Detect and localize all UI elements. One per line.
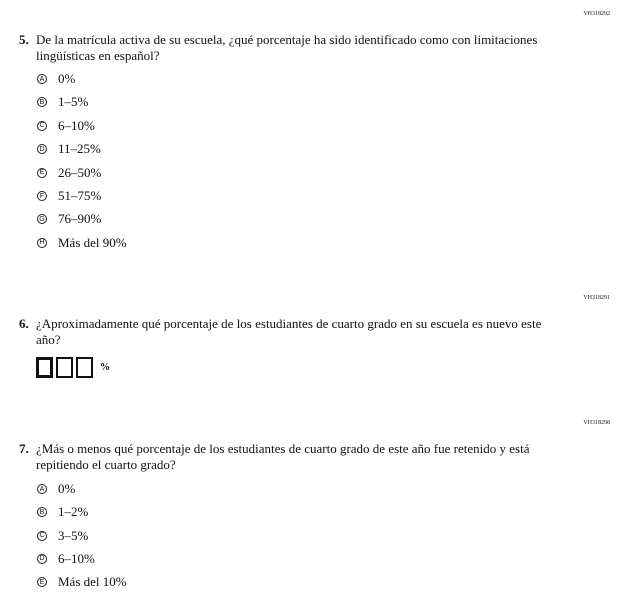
digit-box[interactable]: [36, 357, 53, 378]
answer-option[interactable]: E Más del 10%: [37, 574, 127, 590]
answer-option[interactable]: A 0%: [37, 71, 75, 87]
answer-option[interactable]: E 26–50%: [37, 165, 101, 181]
percent-sign: %: [100, 362, 110, 373]
option-bubble-icon[interactable]: A: [37, 74, 47, 84]
item-id: VH318292: [583, 11, 610, 17]
answer-option[interactable]: D 11–25%: [37, 141, 101, 157]
option-bubble-icon[interactable]: H: [37, 237, 47, 248]
question-text: ¿Más o menos qué porcentaje de los estud…: [36, 441, 530, 472]
option-bubble-icon[interactable]: C: [37, 530, 47, 541]
question-number: 6.: [19, 316, 29, 331]
option-bubble-icon[interactable]: F: [37, 191, 47, 201]
option-label: Más del 90%: [58, 234, 127, 250]
option-label: 6–10%: [58, 117, 95, 133]
option-label: 0%: [58, 71, 76, 86]
option-bubble-icon[interactable]: D: [37, 553, 47, 564]
option-label: 11–25%: [58, 141, 101, 157]
question-text: De la matrícula activa de su escuela, ¿q…: [36, 32, 538, 63]
answer-option[interactable]: D 6–10%: [37, 551, 95, 567]
question-number: 5.: [19, 32, 29, 47]
answer-option[interactable]: F 51–75%: [37, 188, 101, 204]
option-bubble-icon[interactable]: B: [37, 507, 47, 518]
option-bubble-icon[interactable]: E: [37, 167, 47, 178]
digit-box[interactable]: [76, 357, 93, 378]
digit-box[interactable]: [56, 357, 73, 378]
option-bubble-icon[interactable]: C: [37, 120, 47, 131]
question-number: 7.: [19, 441, 29, 456]
answer-option[interactable]: B 1–5%: [37, 94, 88, 110]
option-bubble-icon[interactable]: B: [37, 97, 47, 108]
answer-option[interactable]: G 76–90%: [37, 211, 101, 227]
item-id: VH318298: [583, 420, 610, 426]
answer-option[interactable]: A 0%: [37, 481, 75, 497]
option-label: 6–10%: [58, 550, 95, 566]
option-label: 51–75%: [58, 188, 102, 203]
option-label: 26–50%: [58, 164, 102, 180]
option-label: 1–5%: [58, 94, 89, 110]
option-bubble-icon[interactable]: D: [37, 144, 47, 155]
option-bubble-icon[interactable]: E: [37, 577, 47, 588]
option-label: 76–90%: [58, 211, 102, 227]
option-bubble-icon[interactable]: A: [37, 484, 47, 494]
answer-option[interactable]: H Más del 90%: [37, 235, 127, 251]
option-bubble-icon[interactable]: G: [37, 214, 47, 225]
item-id: VH318291: [583, 295, 610, 301]
percent-entry[interactable]: %: [36, 357, 110, 378]
option-label: 1–2%: [58, 504, 89, 520]
answer-option[interactable]: C 6–10%: [37, 118, 95, 134]
answer-option[interactable]: C 3–5%: [37, 528, 88, 544]
option-label: 3–5%: [58, 527, 89, 543]
question-text: ¿Aproximadamente qué porcentaje de los e…: [36, 316, 542, 347]
answer-option[interactable]: B 1–2%: [37, 504, 88, 520]
option-label: Más del 10%: [58, 574, 127, 590]
option-label: 0%: [58, 481, 76, 496]
